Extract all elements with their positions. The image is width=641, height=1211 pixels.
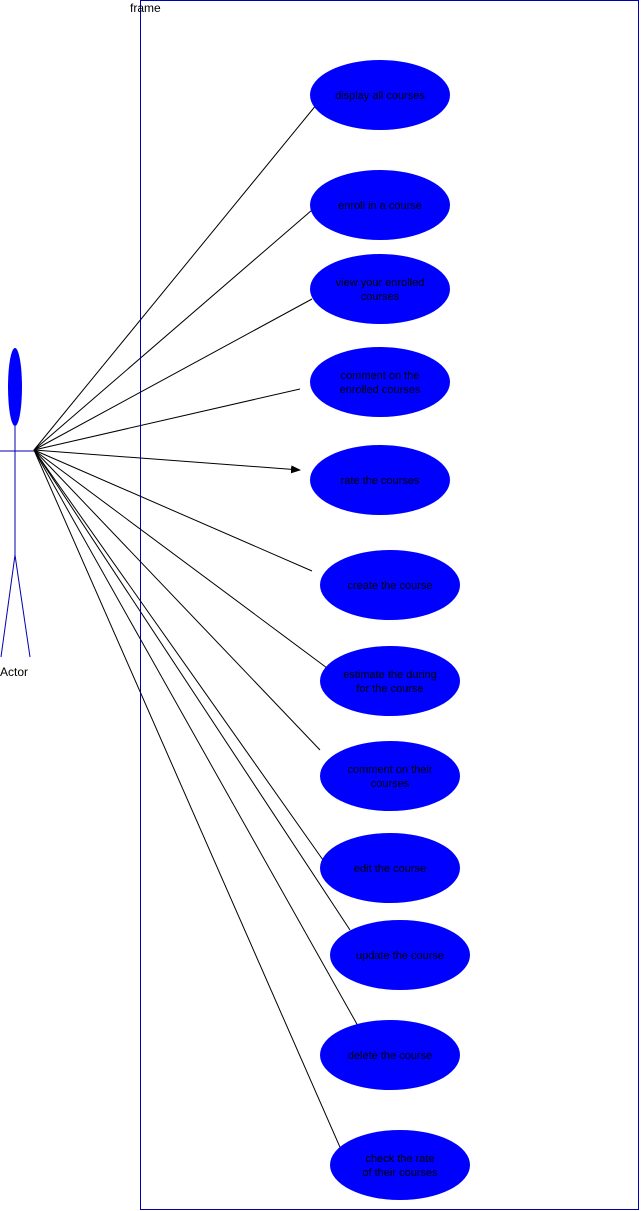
actor-figure [0, 348, 36, 658]
use-case-label: enroll in a course [338, 200, 422, 212]
use-case-label: rate the courses [341, 475, 420, 487]
system-frame [140, 0, 639, 1210]
actor-head [8, 348, 22, 426]
use-case-create-the-course[interactable]: create the course [320, 550, 460, 620]
use-case-label: of their courses [362, 1167, 438, 1179]
association-delete-the-course [33, 449, 359, 1027]
use-case-ellipse[interactable] [330, 1130, 470, 1200]
actor-label: Actor [0, 665, 28, 679]
use-case-label: create the course [348, 580, 433, 592]
association-check-the-rate [33, 449, 350, 1170]
association-update-the-course [33, 449, 351, 931]
association-comment-on-their-courses [33, 449, 321, 751]
use-case-enroll-in-a-course[interactable]: enroll in a course [310, 170, 450, 240]
association-edit-the-course [33, 449, 324, 861]
use-case-ellipse[interactable] [310, 170, 450, 240]
use-case-ellipse[interactable] [320, 833, 460, 903]
association-create-the-course [33, 449, 313, 572]
use-case-ellipse[interactable] [310, 60, 450, 130]
use-case-delete-the-course[interactable]: delete the course [320, 1020, 460, 1090]
association-estimate-the-during [33, 449, 328, 669]
association-rate-the-courses [33, 449, 301, 474]
use-case-label: check the rate [365, 1153, 434, 1165]
use-case-ellipse[interactable] [310, 347, 450, 417]
use-case-view-enrolled-courses[interactable]: view your enrolled courses [310, 254, 450, 324]
use-case-comment-on-enrolled-courses[interactable]: comment on the enrolled courses [310, 347, 450, 417]
actor-left-leg [0, 554, 16, 658]
use-case-label: view your enrolled [336, 277, 425, 289]
use-case-ellipse[interactable] [330, 920, 470, 990]
association-comment-on-enrolled-courses [33, 388, 301, 451]
use-case-ellipse[interactable] [320, 646, 460, 716]
use-case-display-all-courses[interactable]: display all courses [310, 60, 450, 130]
use-case-label: courses [371, 778, 410, 790]
association-display-all-courses [33, 103, 318, 451]
use-case-label: estimate the during [343, 669, 437, 681]
use-case-ellipse[interactable] [310, 254, 450, 324]
use-case-label: comment on their [348, 764, 433, 776]
use-case-ellipse[interactable] [310, 445, 450, 515]
associations [33, 103, 359, 1170]
association-enroll-in-a-course [33, 209, 313, 451]
use-case-label: courses [361, 291, 400, 303]
use-case-estimate-the-during[interactable]: estimate the during for the course [320, 646, 460, 716]
frame-label: frame [130, 1, 161, 15]
use-case-comment-on-their-courses[interactable]: comment on their courses [320, 741, 460, 811]
use-case-label: update the course [356, 950, 444, 962]
use-case-update-the-course[interactable]: update the course [330, 920, 470, 990]
use-case-ellipse[interactable] [320, 741, 460, 811]
use-case-ellipse[interactable] [320, 550, 460, 620]
use-case-edit-the-course[interactable]: edit the course [320, 833, 460, 903]
use-case-label: edit the course [354, 863, 426, 875]
use-case-label: delete the course [348, 1050, 432, 1062]
use-case-label: display all courses [335, 90, 425, 102]
use-case-ellipse[interactable] [320, 1020, 460, 1090]
use-case-rate-the-courses[interactable]: rate the courses [310, 445, 450, 515]
actor-right-leg [14, 554, 31, 658]
use-cases: display all courses enroll in a course vie… [310, 60, 470, 1200]
use-case-check-the-rate[interactable]: check the rate of their courses [330, 1130, 470, 1200]
association-view-enrolled-courses [33, 298, 313, 451]
use-case-label: enrolled courses [340, 384, 421, 396]
use-case-label: for the course [356, 683, 423, 695]
use-case-label: comment on the [341, 370, 420, 382]
